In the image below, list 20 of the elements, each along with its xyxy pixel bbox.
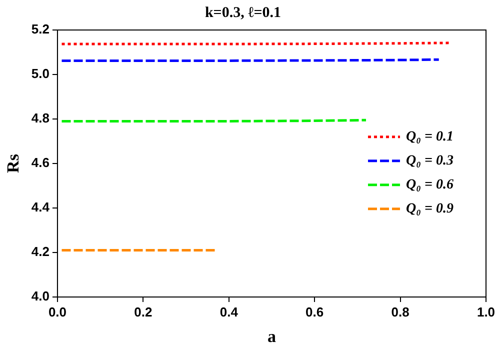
- x-tick-label: 0.6: [306, 304, 324, 320]
- x-axis-title: a: [267, 327, 276, 346]
- legend-label: Q₀ = 0.6: [406, 177, 454, 192]
- x-tick-label: 0.0: [48, 304, 67, 320]
- legend-label: Q₀ = 0.1: [406, 129, 454, 144]
- x-tick-label: 0.8: [391, 304, 410, 320]
- legend-label: Q₀ = 0.9: [406, 201, 454, 216]
- y-tick-label: 4.6: [31, 155, 50, 170]
- x-tick-label: 0.4: [220, 304, 239, 320]
- y-tick-label: 4.8: [31, 110, 50, 126]
- y-axis-title: Rs: [4, 154, 23, 173]
- y-tick-label: 5.0: [31, 66, 50, 82]
- y-tick-label: 4.0: [31, 288, 50, 304]
- x-tick-label: 1.0: [476, 304, 496, 320]
- y-tick-label: 5.2: [31, 22, 50, 37]
- y-tick-label: 4.2: [31, 244, 50, 260]
- chart-title: k=0.3, ℓ=0.1: [204, 4, 282, 21]
- legend-label: Q₀ = 0.3: [406, 153, 454, 168]
- x-tick-label: 0.2: [134, 304, 152, 320]
- y-tick-label: 4.4: [31, 200, 50, 215]
